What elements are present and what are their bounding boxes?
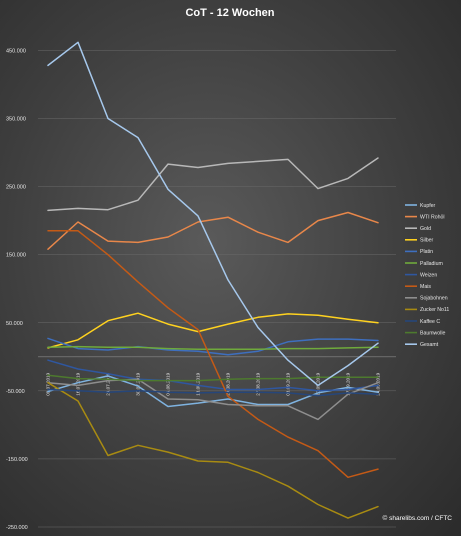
y-axis-ticks: -250.000 -150.000 -50.000 50.000 150.000 250.…: [6, 48, 28, 531]
x-tick-label: 30.07.2019: [136, 372, 141, 395]
series-line: [47, 375, 379, 408]
x-tick-label: 24.09.2019: [376, 372, 381, 395]
legend-label: WTI Rohöl: [420, 214, 445, 220]
y-tick-label: -250.000: [6, 525, 28, 531]
y-tick-label: 150.000: [6, 253, 26, 259]
series-line: [47, 337, 379, 356]
legend-label: Gold: [420, 226, 431, 232]
legend-label: Zucker No11: [420, 307, 449, 313]
x-tick-label: 23.07.2019: [106, 372, 111, 395]
chart-title: CoT - 12 Wochen: [185, 7, 274, 19]
x-axis-ticks: 09.07.2019 16.07.2019 23.07.2019 30.07.2019…: [46, 372, 381, 395]
x-tick-label: 13.08.2019: [196, 372, 201, 395]
series-line: [47, 41, 379, 387]
y-tick-label: 450.000: [6, 48, 26, 54]
x-tick-label: 10.09.2019: [316, 372, 321, 395]
x-tick-label: 17.09.2019: [346, 372, 351, 395]
series-line: [47, 388, 379, 397]
x-tick-label: 03.09.2019: [286, 372, 291, 395]
legend-label: Gesamt: [420, 342, 439, 348]
y-tick-label: -150.000: [6, 457, 28, 463]
legend-label: Palladium: [420, 261, 443, 267]
y-tick-label: 50.000: [6, 321, 23, 327]
x-tick-label: 16.07.2019: [76, 372, 81, 395]
legend-label: Baumwolle: [420, 330, 445, 336]
x-tick-label: 09.07.2019: [46, 372, 51, 395]
legend-label: Kaffee C: [420, 319, 440, 325]
legend-label: Platin: [420, 249, 433, 255]
y-tick-label: 250.000: [6, 185, 26, 191]
series-line: [47, 359, 379, 392]
legend-label: Kupfer: [420, 203, 436, 209]
y-tick-label: 350.000: [6, 117, 26, 123]
legend-label: Sojabohnen: [420, 296, 448, 302]
x-tick-label: 20.08.2019: [226, 372, 231, 395]
series-line: [47, 381, 379, 519]
series-line: [47, 378, 379, 421]
series-lines: [47, 41, 379, 519]
legend-label: Weizen: [420, 272, 437, 278]
grid-lines: [38, 50, 396, 528]
series-line: [47, 230, 379, 479]
y-tick-label: -50.000: [6, 389, 25, 395]
series-line: [47, 374, 379, 382]
legend-label: Mais: [420, 284, 431, 290]
x-tick-label: 06.08.2019: [166, 372, 171, 395]
series-line: [47, 211, 379, 250]
series-line: [47, 157, 379, 212]
x-tick-label: 27.08.2019: [256, 372, 261, 395]
legend: Kupfer WTI Rohöl Gold Silber Platin Palladium…: [405, 203, 449, 348]
series-line: [47, 312, 379, 349]
series-line: [47, 345, 379, 351]
source-credit: © sharelibs.com / CFTC: [383, 514, 453, 522]
legend-label: Silber: [420, 238, 434, 244]
